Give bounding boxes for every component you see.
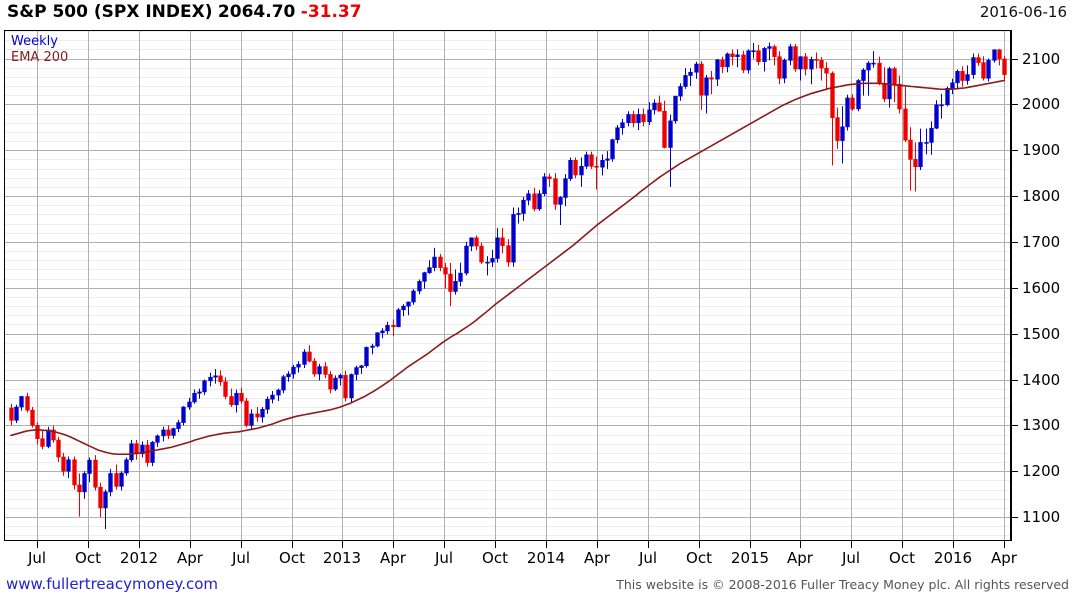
y-axis-label: 1200 [1022, 462, 1061, 480]
y-axis-tick [1011, 242, 1018, 243]
x-axis-tick [190, 541, 191, 548]
x-axis-label: Oct [75, 549, 101, 567]
x-axis-tick [241, 541, 242, 548]
as-of-date: 2016-06-16 [979, 3, 1067, 21]
y-axis-label: 1400 [1022, 371, 1061, 389]
chart-svg [5, 31, 1010, 540]
y-axis-label: 1900 [1022, 141, 1061, 159]
candlestick-canvas [5, 31, 1010, 540]
x-axis-label: 2015 [730, 549, 770, 567]
x-axis-tick [292, 541, 293, 548]
y-axis-label: 1500 [1022, 325, 1061, 343]
x-axis-label: 2014 [526, 549, 566, 567]
x-axis-tick [953, 541, 954, 548]
x-axis-label: 2012 [119, 549, 159, 567]
x-axis-tick [88, 541, 89, 548]
price-change: -31.37 [300, 2, 362, 22]
x-axis-tick [750, 541, 751, 548]
major-gridlines [5, 59, 1010, 518]
y-axis-tick [1011, 104, 1018, 105]
x-axis-tick [37, 541, 38, 548]
y-axis-tick [1011, 59, 1018, 60]
chart-header: S&P 500 (SPX INDEX) 2064.70 -31.37 2016-… [0, 0, 1075, 28]
copyright-notice: This website is © 2008-2016 Fuller Treac… [616, 577, 1069, 592]
chart-footer: www.fullertreacymoney.com This website i… [0, 572, 1075, 600]
x-axis-label: Apr [991, 549, 1017, 567]
x-axis-tick [444, 541, 445, 548]
y-axis-label: 1300 [1022, 416, 1061, 434]
page-title: S&P 500 (SPX INDEX) 2064.70 -31.37 [7, 2, 362, 22]
x-axis-label: Oct [889, 549, 915, 567]
y-axis-label: 1100 [1022, 508, 1061, 526]
x-axis-tick [139, 541, 140, 548]
chart-plot-area[interactable]: Weekly EMA 200 [4, 30, 1011, 541]
y-axis-tick [1011, 150, 1018, 151]
website-link[interactable]: www.fullertreacymoney.com [6, 575, 219, 593]
x-axis-label: Jul [231, 549, 251, 567]
x-axis-tick [902, 541, 903, 548]
x-axis-label: Oct [279, 549, 305, 567]
x-axis-tick [495, 541, 496, 548]
x-axis: Jul Oct 2012 Apr Jul Oct 2013 Apr Jul Oct 2014 Apr J… [0, 541, 1075, 571]
x-axis-label: Apr [380, 549, 406, 567]
y-axis: 1100 1200 1300 1400 1500 1600 1700 1800 1900 2000… [1011, 30, 1075, 541]
x-axis-tick [648, 541, 649, 548]
x-axis-label: Jul [841, 549, 861, 567]
y-axis-tick [1011, 380, 1018, 381]
y-axis-spine [1011, 30, 1012, 541]
y-axis-label: 1600 [1022, 279, 1061, 297]
candlestick-series [9, 42, 1007, 529]
x-axis-label: Apr [177, 549, 203, 567]
x-axis-label: Apr [787, 549, 813, 567]
x-axis-tick [393, 541, 394, 548]
y-axis-label: 2000 [1022, 95, 1061, 113]
x-axis-label: Jul [27, 549, 47, 567]
x-axis-tick [699, 541, 700, 548]
x-axis-tick [546, 541, 547, 548]
x-axis-label: Jul [434, 549, 454, 567]
x-axis-tick [851, 541, 852, 548]
ema-200-line [10, 79, 1005, 456]
x-axis-tick [1004, 541, 1005, 548]
x-axis-tick [597, 541, 598, 548]
y-axis-tick [1011, 517, 1018, 518]
x-axis-tick [800, 541, 801, 548]
x-axis-label: Oct [686, 549, 712, 567]
x-axis-label: Apr [584, 549, 610, 567]
y-axis-label: 1700 [1022, 233, 1061, 251]
y-axis-tick [1011, 334, 1018, 335]
x-axis-label: 2013 [322, 549, 362, 567]
y-axis-tick [1011, 196, 1018, 197]
last-price: 2064.70 [217, 2, 296, 22]
x-axis-label: Oct [482, 549, 508, 567]
y-axis-tick [1011, 425, 1018, 426]
y-axis-tick [1011, 288, 1018, 289]
y-axis-label: 2100 [1022, 50, 1061, 68]
y-axis-tick [1011, 471, 1018, 472]
x-axis-label: Jul [638, 549, 658, 567]
x-axis-tick [342, 541, 343, 548]
x-axis-label: 2016 [933, 549, 973, 567]
y-axis-label: 1800 [1022, 187, 1061, 205]
instrument-name: S&P 500 (SPX INDEX) [7, 2, 213, 22]
